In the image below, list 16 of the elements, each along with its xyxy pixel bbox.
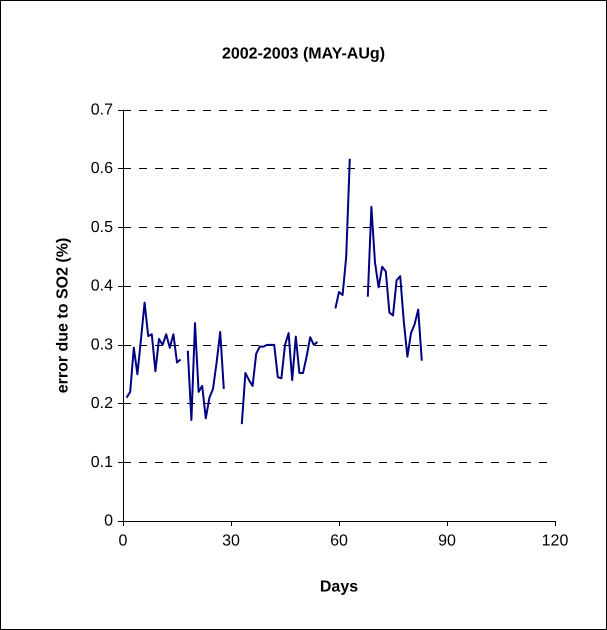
y-tick-label: 0.2 <box>90 395 114 412</box>
x-axis-title: Days <box>320 578 358 596</box>
y-axis-title: error due to SO2 (%) <box>54 238 72 394</box>
y-tick-label: 0.6 <box>90 160 114 178</box>
chart-title: 2002-2003 (MAY-AUg) <box>222 46 386 62</box>
x-tick-label: 30 <box>222 532 240 550</box>
y-tick-label: 0.5 <box>90 218 114 236</box>
y-tick-label: 0 <box>104 512 114 530</box>
x-tick-label: 0 <box>118 532 128 550</box>
y-tick-label: 0.3 <box>90 336 114 354</box>
x-tick-label: 90 <box>438 532 456 550</box>
y-tick-label: 0.7 <box>90 102 114 118</box>
x-tick-label: 60 <box>330 532 348 550</box>
y-tick-label: 0.4 <box>90 278 114 295</box>
y-tick-label: 0.1 <box>90 454 114 471</box>
x-tick-label: 120 <box>542 532 568 550</box>
